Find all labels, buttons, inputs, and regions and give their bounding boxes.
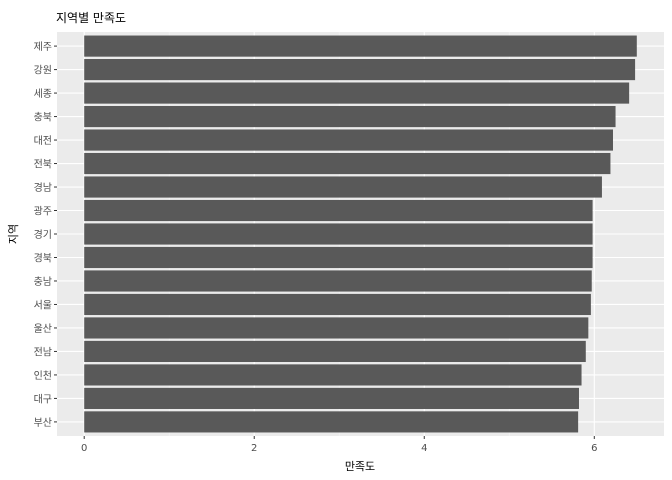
y-tick-label: 경기	[34, 228, 52, 241]
y-tick-label: 제주	[34, 41, 52, 53]
y-tick-label: 서울	[34, 299, 52, 311]
bar-광주	[84, 199, 593, 222]
bar-대전	[84, 129, 613, 151]
bar-대구	[84, 387, 579, 409]
y-tick-label: 세종	[34, 88, 52, 100]
chart-title: 지역별 만족도	[56, 11, 126, 25]
x-tick-label: 0	[81, 443, 87, 454]
bar-전북	[84, 152, 611, 175]
bar-전남	[84, 340, 586, 363]
bar-강원	[84, 59, 636, 81]
bar-부산	[84, 411, 579, 433]
bar-인천	[84, 364, 582, 386]
x-tick-label: 6	[591, 443, 597, 454]
x-tick-label: 2	[251, 443, 257, 454]
y-tick-label: 인천	[34, 370, 52, 382]
bar-경북	[84, 246, 593, 269]
bar-충북	[84, 105, 616, 128]
y-tick-label: 전남	[34, 346, 52, 358]
bar-세종	[84, 82, 630, 104]
y-tick-label: 울산	[34, 323, 52, 335]
x-axis-title: 만족도	[345, 460, 375, 473]
x-tick-label: 4	[421, 443, 427, 454]
bar-서울	[84, 293, 591, 316]
x-axis: 0 2 4 6	[81, 436, 597, 454]
bar-울산	[84, 317, 589, 339]
y-tick-label: 광주	[34, 206, 52, 218]
y-tick-label: 충북	[34, 112, 52, 124]
y-tick-label: 충남	[34, 276, 52, 288]
y-tick-label: 경북	[34, 251, 52, 264]
y-tick-label: 대전	[34, 135, 52, 147]
bar-충남	[84, 270, 592, 292]
y-tick-label: 강원	[34, 65, 52, 77]
y-axis-title: 지역	[7, 224, 20, 244]
bar-경기	[84, 223, 593, 245]
bar-제주	[84, 35, 637, 57]
y-tick-label: 부산	[34, 417, 52, 429]
y-tick-label: 전북	[34, 159, 52, 171]
y-tick-label: 경남	[34, 181, 52, 194]
bar-경남	[84, 176, 602, 198]
y-tick-label: 대구	[34, 393, 52, 405]
bars	[84, 35, 637, 433]
